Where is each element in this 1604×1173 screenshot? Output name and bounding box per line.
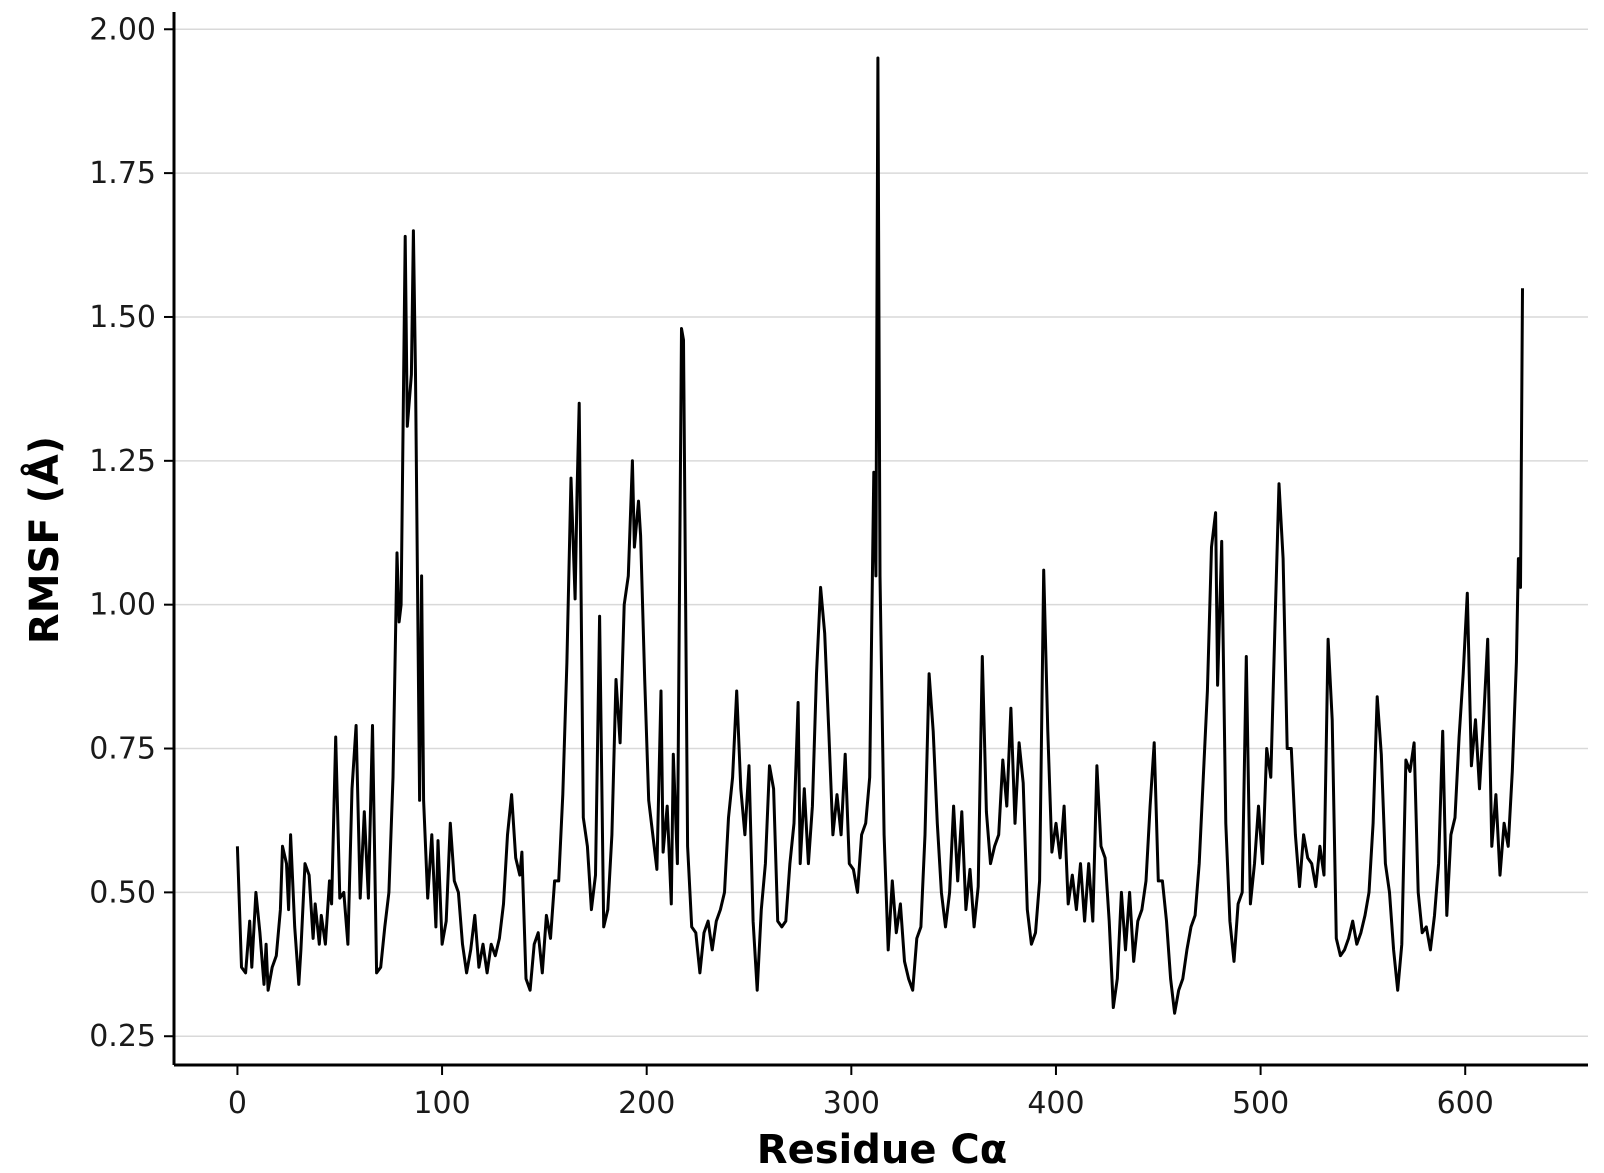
y-axis-ticks: 0.25 0.50 0.75 1.00 1.25 1.50 1.75 2.00 bbox=[89, 12, 174, 1054]
y-tick-label: 1.75 bbox=[89, 156, 156, 191]
y-axis-title: RMSF (Å) bbox=[19, 436, 68, 644]
x-axis-ticks: 0 100 200 300 400 500 600 bbox=[228, 1065, 1494, 1121]
x-tick-label: 100 bbox=[413, 1086, 470, 1121]
y-tick-label: 0.75 bbox=[89, 732, 156, 767]
y-tick-label: 1.00 bbox=[89, 588, 156, 623]
x-tick-label: 600 bbox=[1437, 1086, 1494, 1121]
x-tick-label: 300 bbox=[823, 1086, 880, 1121]
y-tick-label: 1.50 bbox=[89, 300, 156, 335]
y-tick-label: 2.00 bbox=[89, 12, 156, 47]
y-tick-label: 0.25 bbox=[89, 1019, 156, 1054]
rmsf-series-line bbox=[235, 56, 1524, 1015]
y-tick-label: 0.50 bbox=[89, 875, 156, 910]
y-tick-label: 1.25 bbox=[89, 444, 156, 479]
x-tick-label: 200 bbox=[618, 1086, 675, 1121]
x-tick-label: 0 bbox=[228, 1086, 247, 1121]
x-axis-title: Residue Cα bbox=[757, 1127, 1007, 1173]
x-tick-label: 500 bbox=[1232, 1086, 1289, 1121]
x-tick-label: 400 bbox=[1027, 1086, 1084, 1121]
